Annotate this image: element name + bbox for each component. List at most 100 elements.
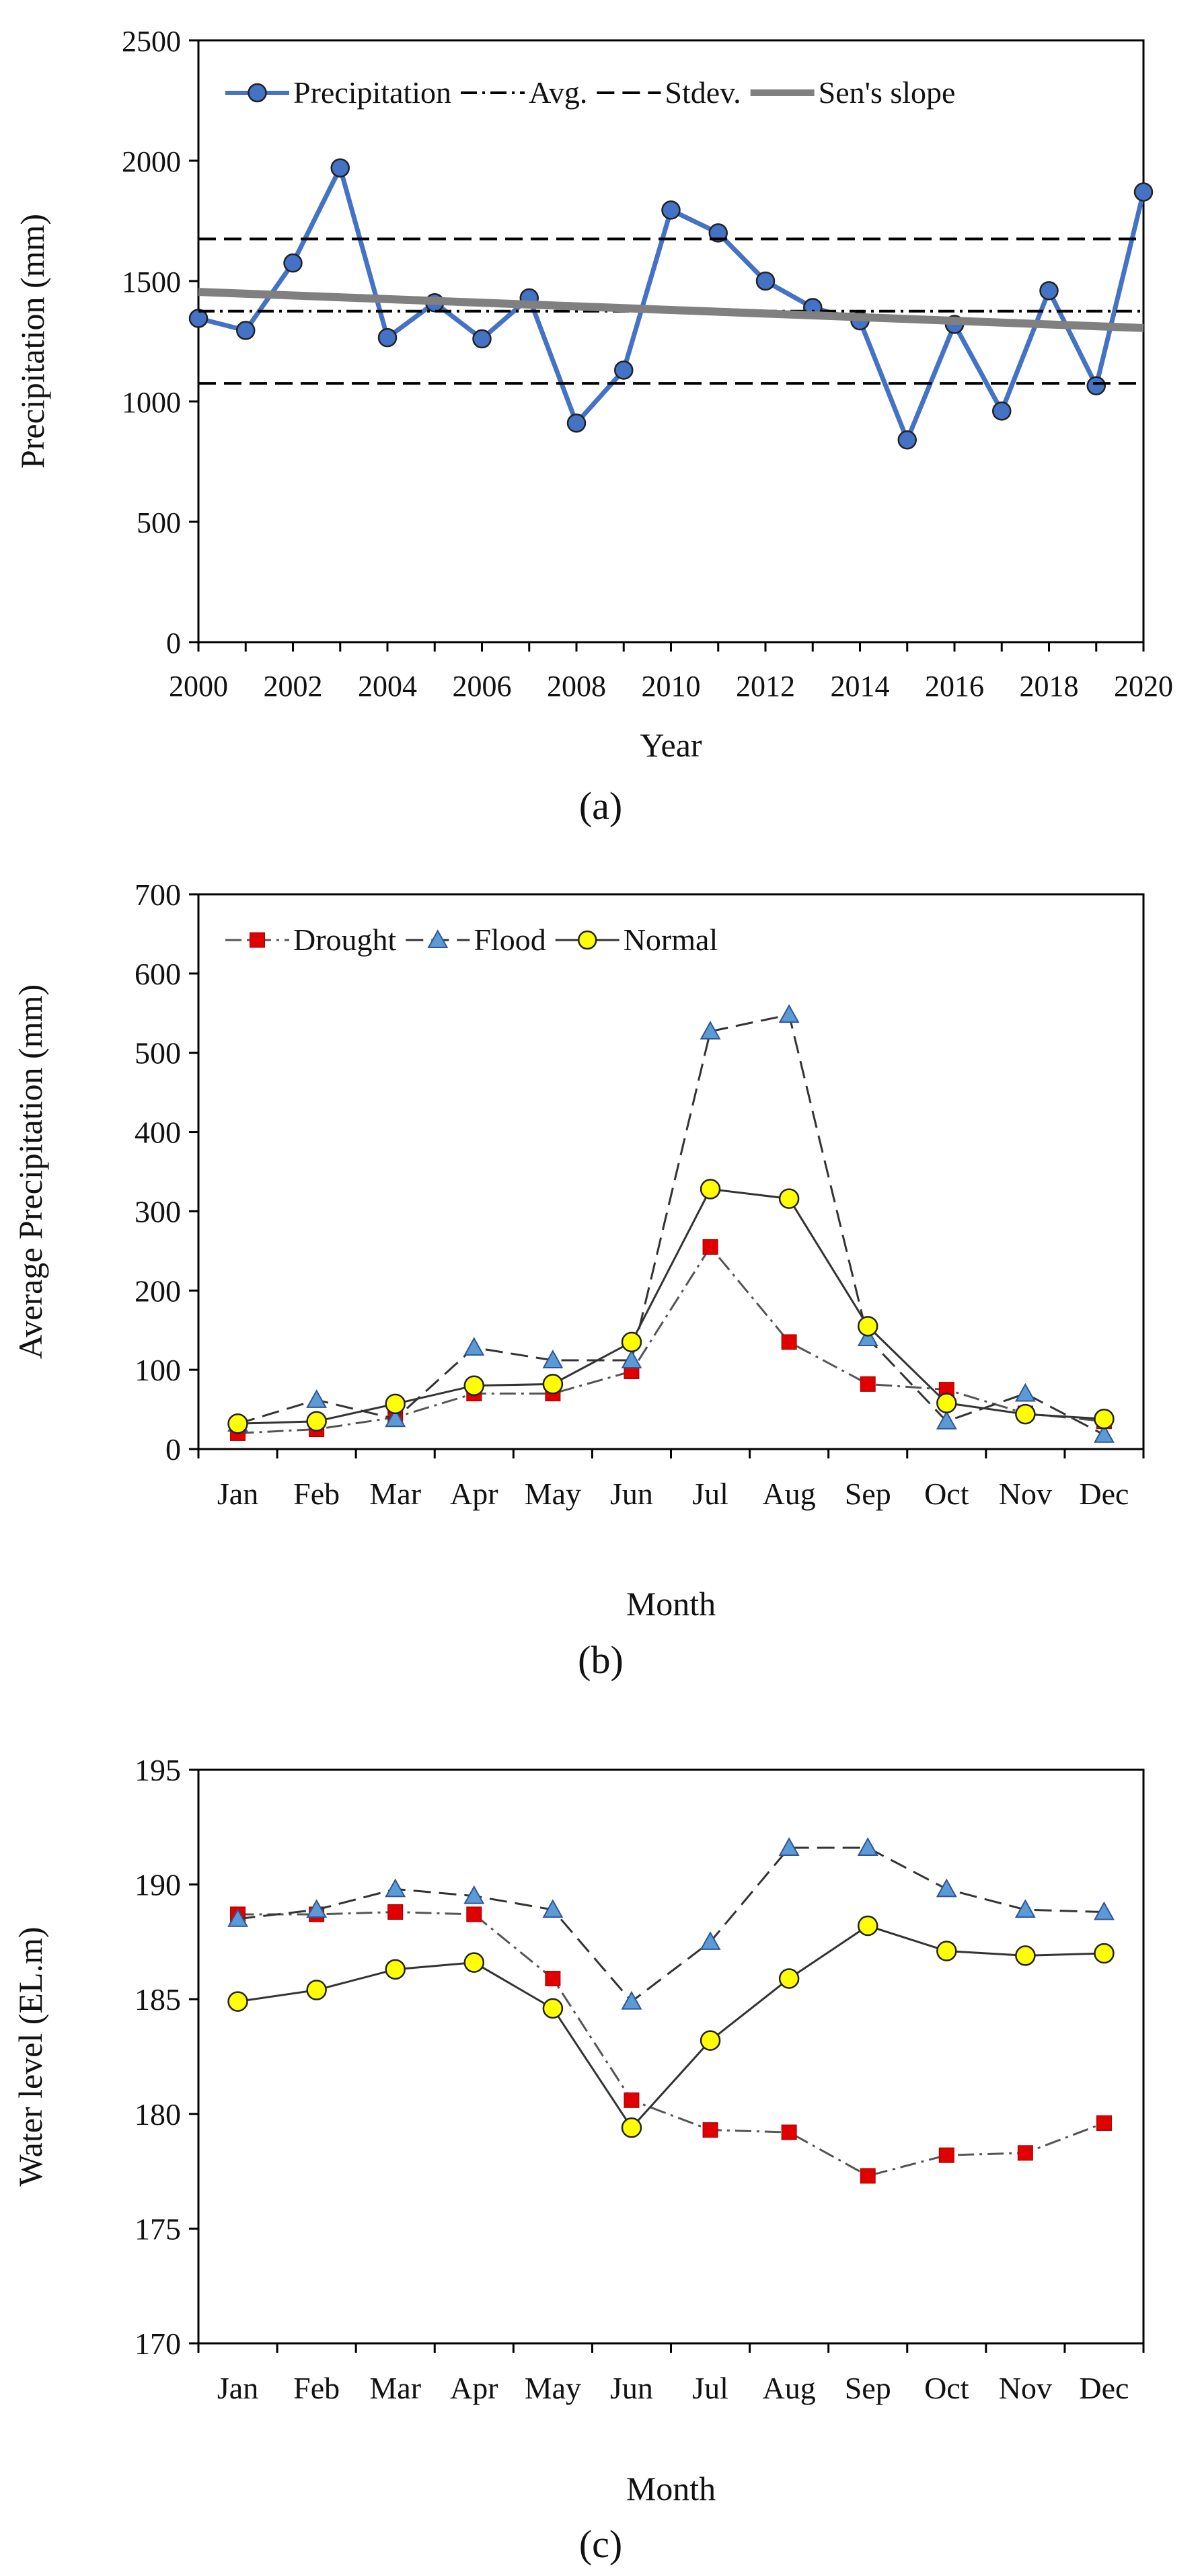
x-tick-label: Feb bbox=[293, 2371, 340, 2405]
series-precipitation-point bbox=[236, 321, 256, 340]
chart-b: 0 100 200 300 400 500 600 700 Jan Feb Mar Apr May Jun… bbox=[11, 877, 1145, 1682]
x-tick-label: 2006 bbox=[453, 670, 512, 703]
x-tick-label: 2018 bbox=[1020, 670, 1079, 703]
x-tick-label: Jan bbox=[217, 1477, 258, 1511]
series-flood-point bbox=[778, 1004, 800, 1023]
x-tick-label: 2014 bbox=[831, 670, 890, 703]
y-tick-label: 195 bbox=[135, 1753, 181, 1787]
x-tick-label: May bbox=[525, 2371, 581, 2405]
y-tick-label: 700 bbox=[135, 877, 181, 912]
legend: Drought Flood Normal bbox=[225, 923, 718, 957]
y-tick-label: 2500 bbox=[122, 25, 181, 58]
series-normal-point bbox=[700, 1179, 721, 1200]
y-tick-label: 1500 bbox=[122, 266, 181, 299]
legend-marker-drought bbox=[250, 932, 265, 948]
panel-label: (c) bbox=[579, 2522, 622, 2566]
x-tick-label: Jun bbox=[610, 1477, 653, 1511]
series-normal-point bbox=[621, 1331, 642, 1353]
series-1-point bbox=[227, 1908, 248, 1927]
series-precipitation-point bbox=[755, 271, 776, 291]
series-normal-point bbox=[463, 1375, 485, 1396]
series-flood-point bbox=[936, 1410, 957, 1430]
series-drought-line bbox=[237, 1245, 1104, 1434]
series-1-point bbox=[621, 1990, 642, 2010]
series-0-point bbox=[938, 2147, 954, 2163]
y-tick-label: 185 bbox=[135, 1982, 181, 2017]
series-0-point bbox=[702, 2122, 718, 2138]
x-tick-label: 2012 bbox=[736, 670, 795, 703]
series-2-point bbox=[542, 1998, 564, 2019]
series-normal-point bbox=[857, 1316, 878, 1337]
x-tick-label: Jul bbox=[692, 2371, 728, 2405]
legend-label-stdev-: Stdev. bbox=[665, 75, 741, 110]
series-normal-point bbox=[1094, 1408, 1115, 1430]
x-axis-title: Year bbox=[640, 726, 702, 764]
x-tick-label: Dec bbox=[1079, 2371, 1129, 2405]
y-tick-label: 500 bbox=[137, 506, 181, 539]
y-tick-label: 180 bbox=[135, 2097, 181, 2132]
series-sen-s-slope-line bbox=[198, 288, 1144, 332]
y-tick-label: 0 bbox=[166, 627, 181, 660]
legend: Precipitation Avg. Stdev. Sen's slope bbox=[225, 75, 955, 110]
x-tick-label: Apr bbox=[450, 2371, 498, 2405]
legend-label-drought: Drought bbox=[293, 923, 397, 957]
plot-area bbox=[197, 1768, 1145, 2345]
x-axis-title: Month bbox=[626, 2470, 716, 2507]
series-1-point bbox=[778, 1837, 800, 1857]
legend-label-precipitation: Precipitation bbox=[293, 75, 451, 110]
x-tick-label: Jun bbox=[610, 2371, 653, 2405]
series-precipitation-point bbox=[188, 309, 209, 328]
series-2-point bbox=[227, 1991, 248, 2012]
y-tick-label: 175 bbox=[135, 2212, 181, 2246]
x-tick-label: 2008 bbox=[547, 670, 606, 703]
series-0-point bbox=[860, 2168, 876, 2184]
series-flood-point bbox=[700, 1021, 721, 1040]
x-tick-label: Feb bbox=[293, 1477, 340, 1511]
chart-c: 170 175 180 185 190 195 Jan Feb Mar Apr May Jun Jul A… bbox=[11, 1753, 1145, 2566]
y-tick-label: 200 bbox=[135, 1274, 181, 1308]
x-tick-label: May bbox=[525, 1477, 581, 1511]
series-precipitation-point bbox=[330, 158, 350, 178]
y-tick-label: 100 bbox=[135, 1353, 181, 1387]
series-2-point bbox=[621, 2117, 642, 2138]
x-tick-label: Oct bbox=[924, 2371, 969, 2405]
y-tick-label: 1000 bbox=[122, 386, 181, 419]
x-tick-label: Mar bbox=[369, 1477, 421, 1511]
series-precipitation-point bbox=[377, 327, 398, 348]
series-precipitation-point bbox=[897, 430, 917, 450]
series-2-point bbox=[700, 2030, 721, 2051]
series-drought-point bbox=[702, 1239, 718, 1255]
series-1-point bbox=[700, 1931, 721, 1950]
series-1-point bbox=[1014, 1899, 1036, 1918]
series-0-point bbox=[624, 2092, 640, 2108]
series-2-point bbox=[857, 1915, 878, 1937]
series-normal-point bbox=[227, 1413, 248, 1434]
x-tick-label: Mar bbox=[369, 2371, 421, 2405]
x-tick-label: Apr bbox=[450, 1477, 498, 1511]
x-tick-label: Sep bbox=[845, 1477, 891, 1511]
x-tick-label: Dec bbox=[1079, 1477, 1129, 1511]
series-0-point bbox=[781, 2124, 797, 2140]
series-normal-point bbox=[778, 1188, 800, 1209]
x-tick-label: 2004 bbox=[358, 670, 417, 703]
x-tick-label: 2010 bbox=[642, 670, 701, 703]
x-tick-label: 2020 bbox=[1114, 670, 1173, 703]
plot-area bbox=[197, 39, 1145, 643]
x-tick-label: 2000 bbox=[169, 670, 228, 703]
y-tick-label: 300 bbox=[135, 1194, 181, 1228]
x-tick-label: Aug bbox=[763, 2371, 816, 2405]
series-1-point bbox=[385, 1878, 406, 1898]
series-0-point bbox=[466, 1906, 482, 1922]
series-normal-line bbox=[237, 1187, 1104, 1425]
series-precipitation-point bbox=[1133, 182, 1154, 202]
y-tick-label: 400 bbox=[135, 1116, 181, 1150]
series-precipitation-point bbox=[614, 360, 634, 380]
y-tick-label: 500 bbox=[135, 1036, 181, 1070]
series-flood-point bbox=[621, 1350, 642, 1368]
y-tick-label: 2000 bbox=[122, 145, 181, 178]
series-2-point bbox=[463, 1952, 485, 1973]
legend-marker-normal bbox=[577, 930, 597, 950]
y-tick-label: 170 bbox=[135, 2327, 181, 2361]
series-precipitation-point bbox=[1086, 376, 1106, 395]
